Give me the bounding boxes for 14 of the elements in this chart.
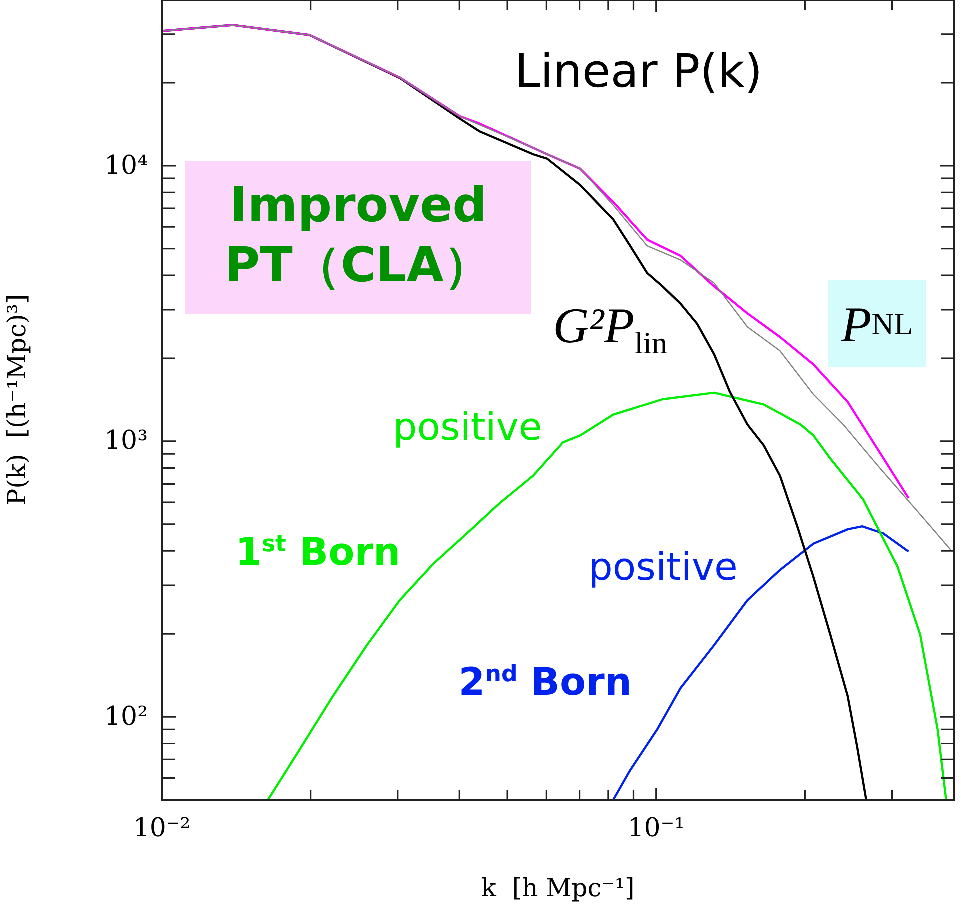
annotation: Improved PT（CLA） <box>185 161 532 314</box>
y-tick-label: 10⁴ <box>104 150 148 181</box>
annotation: G²P$_{lin}$ <box>553 296 668 362</box>
y-axis-title: P(k) [(h⁻¹Mpc)³] <box>2 294 32 506</box>
annotation: positive <box>393 405 542 450</box>
y-tick-label: 10² <box>104 702 148 732</box>
x-axis-title: k [h Mpc⁻¹] <box>481 874 635 902</box>
y-tick-label: 10³ <box>104 426 148 456</box>
x-tick-label: 10⁻² <box>133 813 191 844</box>
annotation: 2$^{nd}$ Born <box>458 660 632 704</box>
annotation: 1$^{st}$ Born <box>236 530 401 574</box>
annotation: Linear P(k) <box>514 44 763 98</box>
x-tick-label: 10⁻¹ <box>628 813 685 844</box>
annotation: positive <box>588 545 738 590</box>
